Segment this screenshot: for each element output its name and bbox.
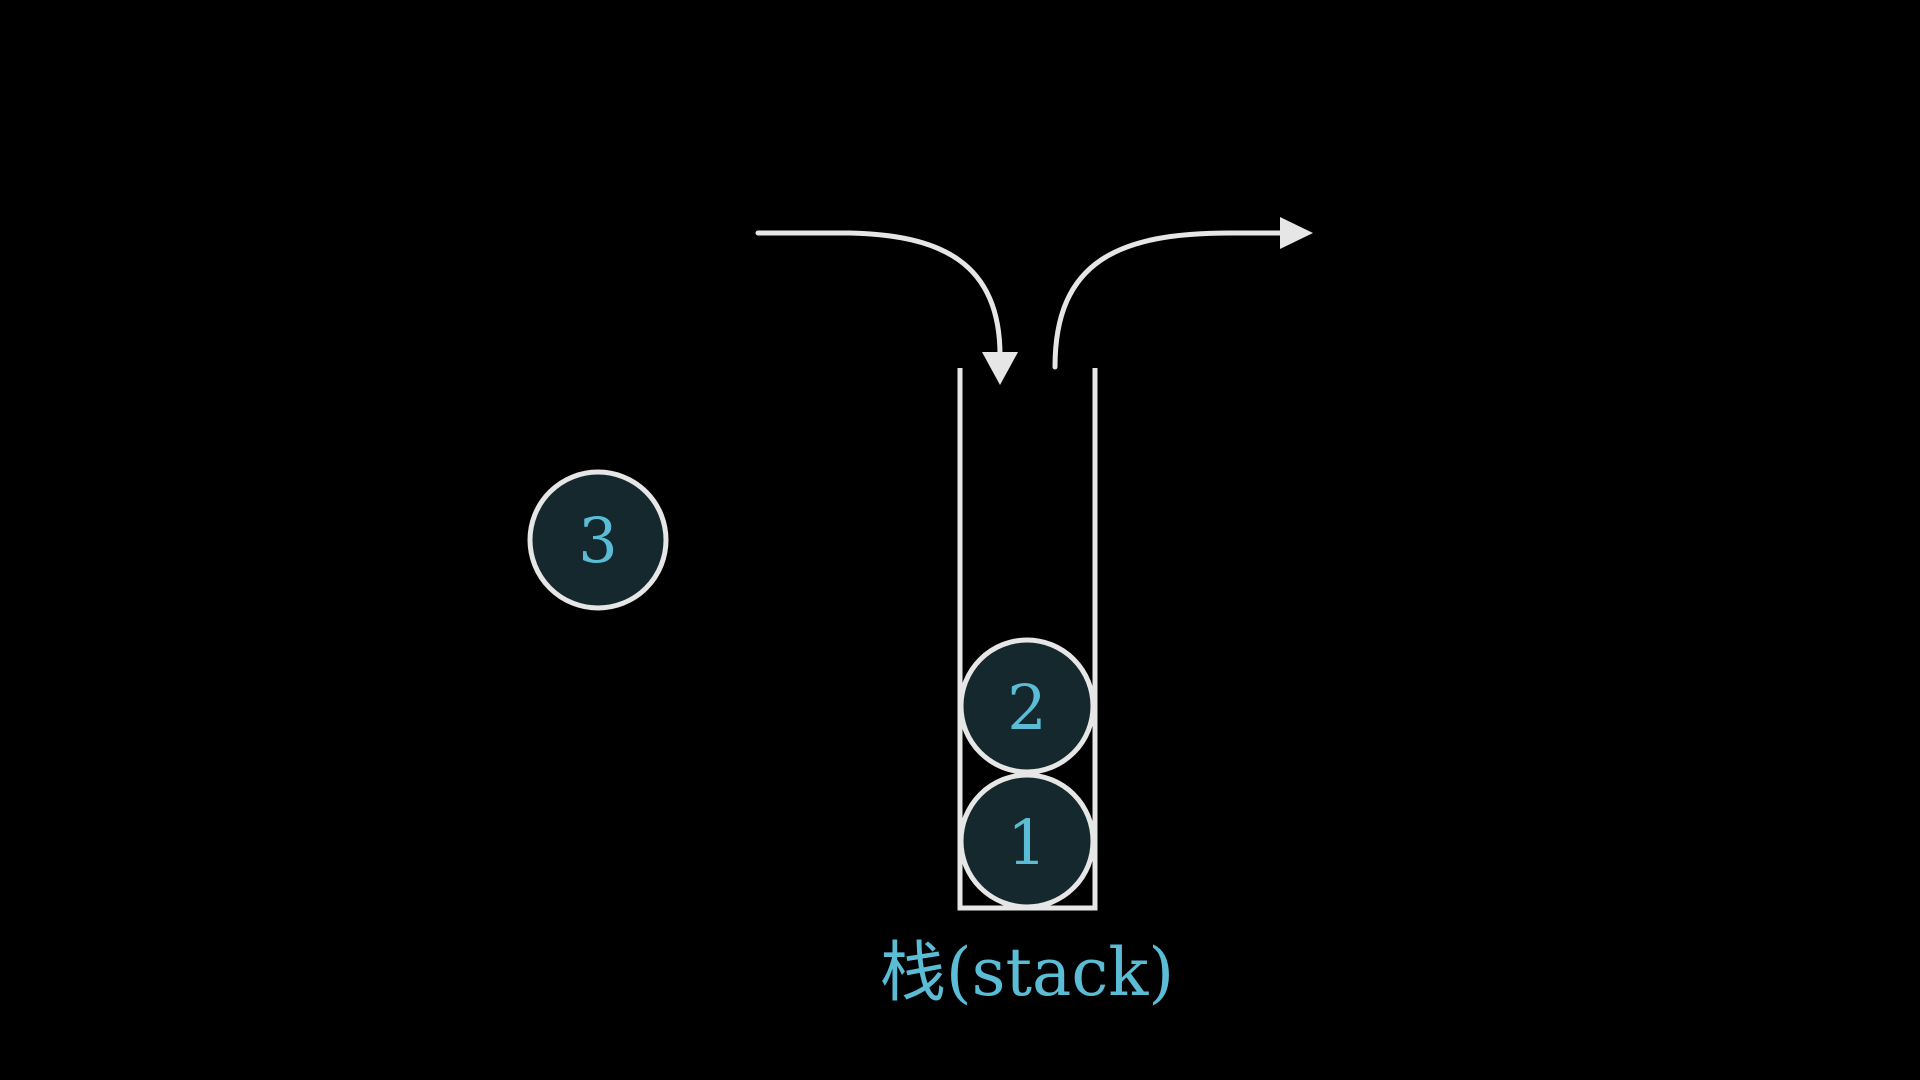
ball-2: 2 <box>958 637 1096 775</box>
push-arrow-icon <box>755 230 1018 385</box>
ball-3-label: 3 <box>578 504 617 577</box>
pop-arrow-icon <box>1052 217 1313 370</box>
stack-label: 栈(stack) <box>880 934 1174 1011</box>
ball-1-label: 1 <box>1007 806 1046 879</box>
ball-3: 3 <box>527 469 669 611</box>
ball-1: 1 <box>958 772 1096 910</box>
ball-2-label: 2 <box>1007 671 1046 744</box>
